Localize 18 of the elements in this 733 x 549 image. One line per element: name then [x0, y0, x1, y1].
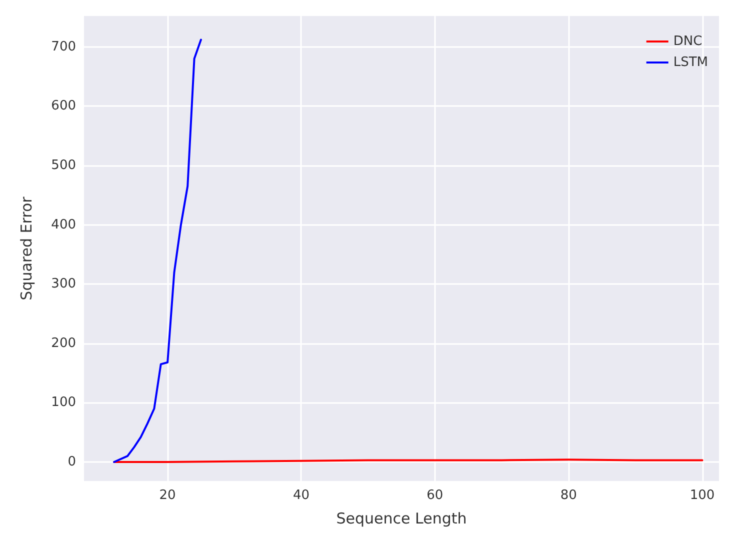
y-tick-label: 200 — [51, 336, 76, 351]
y-tick-label: 0 — [68, 454, 76, 470]
legend-label: DNC — [673, 34, 702, 49]
legend-label: LSTM — [673, 55, 708, 70]
y-tick-label: 400 — [51, 217, 76, 232]
x-axis-title: Sequence Length — [336, 510, 467, 528]
x-tick-label: 40 — [292, 488, 310, 503]
x-tick-label: 20 — [159, 488, 176, 503]
y-tick-label: 700 — [51, 39, 76, 54]
x-tick-label: 80 — [560, 488, 577, 503]
x-tick-label: 100 — [690, 488, 715, 503]
x-tick-label: 60 — [426, 488, 444, 503]
y-axis-title: Squared Error — [18, 196, 36, 300]
y-tick-label: 600 — [51, 98, 76, 114]
y-tick-label: 500 — [51, 158, 76, 173]
line-series — [113, 38, 202, 464]
y-tick-label: 300 — [51, 276, 76, 292]
y-tick-label: 100 — [51, 395, 76, 410]
